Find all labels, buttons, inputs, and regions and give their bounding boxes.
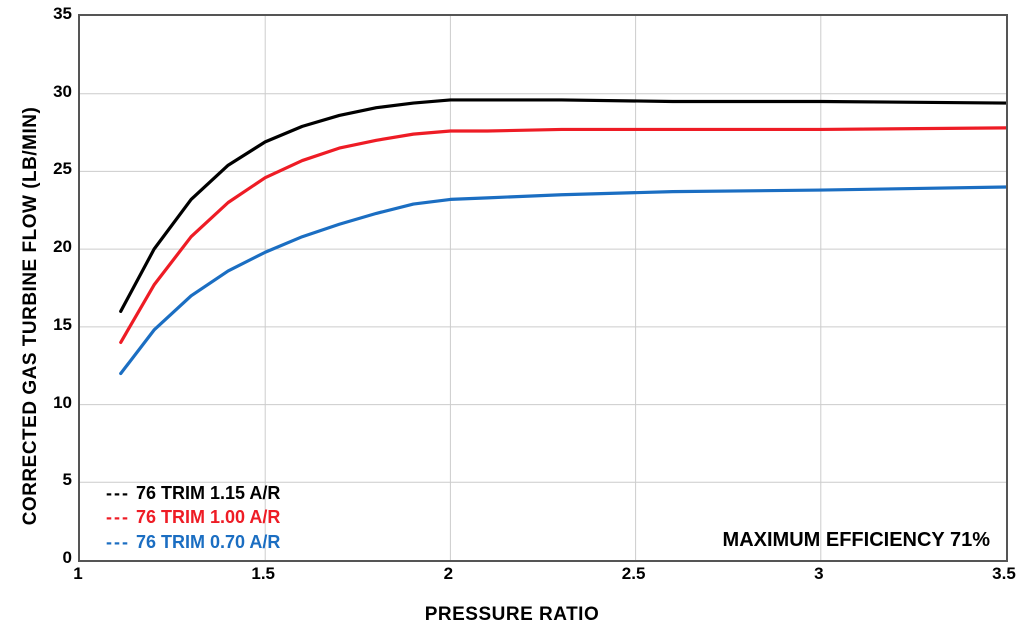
plot-svg xyxy=(80,16,1006,560)
y-axis-label: CORRECTED GAS TURBINE FLOW (LB/MIN) xyxy=(20,107,42,526)
x-tick-label: 1.5 xyxy=(251,564,275,584)
y-tick-label: 35 xyxy=(42,4,72,24)
y-tick-label: 25 xyxy=(42,159,72,179)
y-tick-label: 15 xyxy=(42,315,72,335)
series-line-1 xyxy=(121,128,1006,342)
series-line-0 xyxy=(121,100,1006,311)
x-axis-label: PRESSURE RATIO xyxy=(425,604,600,626)
legend-item-1: --- 76 TRIM 1.00 A/R xyxy=(106,505,280,529)
legend-item-2: --- 76 TRIM 0.70 A/R xyxy=(106,530,280,554)
legend-dash-2: --- xyxy=(106,530,130,554)
x-tick-label: 3 xyxy=(814,564,823,584)
max-efficiency-annotation: MAXIMUM EFFICIENCY 71% xyxy=(723,529,990,552)
legend-label-1: 76 TRIM 1.00 A/R xyxy=(136,505,280,529)
legend-dash-0: --- xyxy=(106,481,130,505)
y-tick-label: 5 xyxy=(42,470,72,490)
legend: --- 76 TRIM 1.15 A/R --- 76 TRIM 1.00 A/… xyxy=(106,481,280,554)
legend-dash-1: --- xyxy=(106,505,130,529)
series-group xyxy=(121,100,1006,374)
y-tick-label: 30 xyxy=(42,82,72,102)
x-tick-label: 1 xyxy=(73,564,82,584)
y-tick-label: 10 xyxy=(42,393,72,413)
y-tick-label: 20 xyxy=(42,237,72,257)
gridlines xyxy=(80,16,1006,560)
series-line-2 xyxy=(121,187,1006,374)
x-tick-label: 2 xyxy=(444,564,453,584)
legend-label-2: 76 TRIM 0.70 A/R xyxy=(136,530,280,554)
y-tick-label: 0 xyxy=(42,548,72,568)
legend-label-0: 76 TRIM 1.15 A/R xyxy=(136,481,280,505)
plot-area xyxy=(78,14,1008,562)
turbine-flow-chart: CORRECTED GAS TURBINE FLOW (LB/MIN) PRES… xyxy=(0,0,1024,632)
legend-item-0: --- 76 TRIM 1.15 A/R xyxy=(106,481,280,505)
x-tick-label: 3.5 xyxy=(992,564,1016,584)
x-tick-label: 2.5 xyxy=(622,564,646,584)
